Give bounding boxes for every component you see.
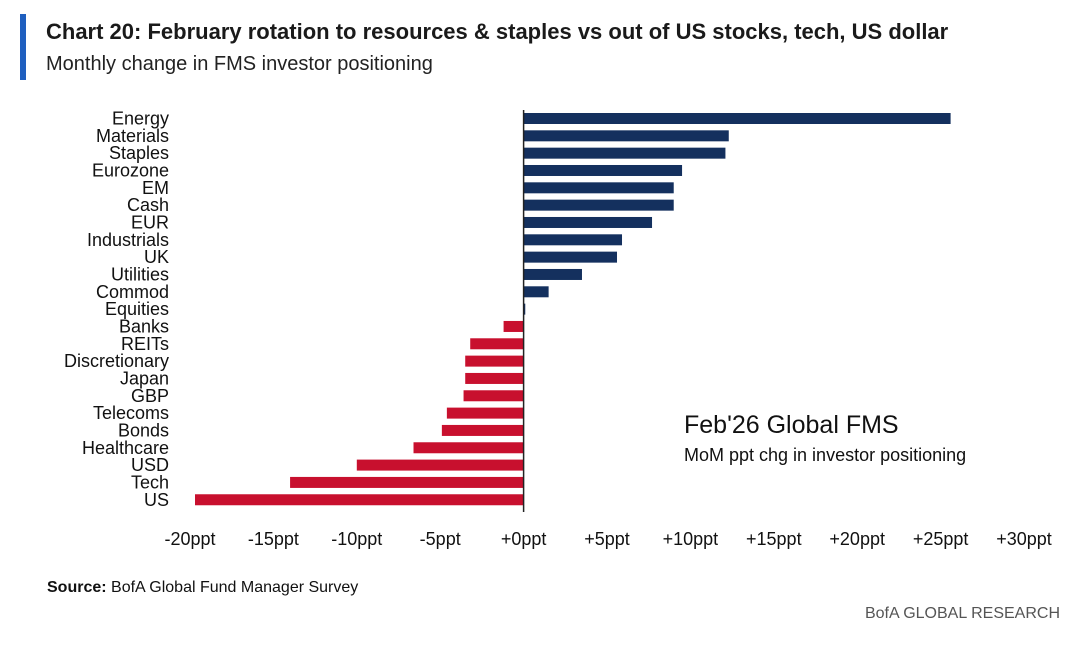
bar-energy <box>523 113 951 124</box>
bar-em <box>523 182 674 194</box>
category-label-discretionary: Discretionary <box>64 351 169 371</box>
category-label-us: US <box>144 490 169 510</box>
category-label-banks: Banks <box>119 316 169 336</box>
x-tick-label: -15ppt <box>248 529 299 549</box>
bar-tech <box>290 476 524 488</box>
x-tick-label: +25ppt <box>913 529 969 549</box>
bar-gbp <box>463 390 524 402</box>
bar-usd <box>356 459 524 471</box>
category-label-bonds: Bonds <box>118 420 169 440</box>
category-label-gbp: GBP <box>131 386 169 406</box>
bar-banks <box>503 320 524 332</box>
bar-healthcare <box>413 442 524 454</box>
category-labels: EnergyMaterialsStaplesEurozoneEMCashEURI… <box>64 109 169 510</box>
bar-reits <box>470 338 524 350</box>
category-label-eurozone: Eurozone <box>92 160 169 180</box>
category-label-utilities: Utilities <box>111 264 169 284</box>
bars-group <box>195 113 951 506</box>
bar-discretionary <box>465 355 524 367</box>
source-text: BofA Global Fund Manager Survey <box>111 579 359 596</box>
title-accent-bar <box>20 14 26 80</box>
category-label-em: EM <box>142 178 169 198</box>
x-tick-labels: -20ppt -15ppt -10ppt -5ppt +0ppt +5ppt +10ppt +… <box>164 529 1051 549</box>
bar-uk <box>523 251 618 263</box>
bar-cash <box>523 199 674 211</box>
x-tick-label: +5ppt <box>584 529 630 549</box>
category-label-japan: Japan <box>120 368 169 388</box>
bar-japan <box>465 372 524 384</box>
bar-materials <box>523 130 729 142</box>
category-label-usd: USD <box>131 455 169 475</box>
category-label-eur: EUR <box>131 212 169 232</box>
x-tick-label: -20ppt <box>164 529 215 549</box>
annotation-subtitle: MoM ppt chg in investor positioning <box>684 445 966 465</box>
annotation-title: Feb'26 Global FMS <box>684 411 899 439</box>
bar-eur <box>523 216 653 228</box>
bar-us <box>195 494 524 506</box>
category-label-cash: Cash <box>127 195 169 215</box>
source-label: Source: <box>47 579 107 596</box>
bar-bonds <box>441 424 524 436</box>
category-label-staples: Staples <box>109 143 169 163</box>
brand-label: BofA GLOBAL RESEARCH <box>864 605 1060 622</box>
category-label-commod: Commod <box>96 282 169 302</box>
category-label-energy: Energy <box>112 109 169 129</box>
x-tick-label: +30ppt <box>996 529 1052 549</box>
x-tick-label: +15ppt <box>746 529 802 549</box>
bar-commod <box>523 286 549 298</box>
category-label-reits: REITs <box>121 334 169 354</box>
bar-industrials <box>523 234 623 246</box>
category-label-uk: UK <box>144 247 169 267</box>
category-label-tech: Tech <box>131 472 169 492</box>
x-tick-label: +10ppt <box>663 529 719 549</box>
x-tick-label: +20ppt <box>829 529 885 549</box>
bar-eurozone <box>523 164 683 176</box>
bar-telecoms <box>446 407 524 419</box>
category-label-telecoms: Telecoms <box>93 403 169 423</box>
x-tick-label: +0ppt <box>501 529 547 549</box>
category-label-industrials: Industrials <box>87 230 169 250</box>
bar-equities <box>523 303 526 315</box>
chart-title: Chart 20: February rotation to resources… <box>46 19 949 44</box>
category-label-healthcare: Healthcare <box>82 438 169 458</box>
x-tick-label: -5ppt <box>420 529 461 549</box>
category-label-materials: Materials <box>96 126 169 146</box>
category-label-equities: Equities <box>105 299 169 319</box>
bar-staples <box>523 147 726 159</box>
source-note: Source: BofA Global Fund Manager Survey <box>47 579 358 597</box>
x-tick-label: -10ppt <box>331 529 382 549</box>
bar-utilities <box>523 268 582 280</box>
chart-subtitle: Monthly change in FMS investor positioni… <box>46 53 433 75</box>
